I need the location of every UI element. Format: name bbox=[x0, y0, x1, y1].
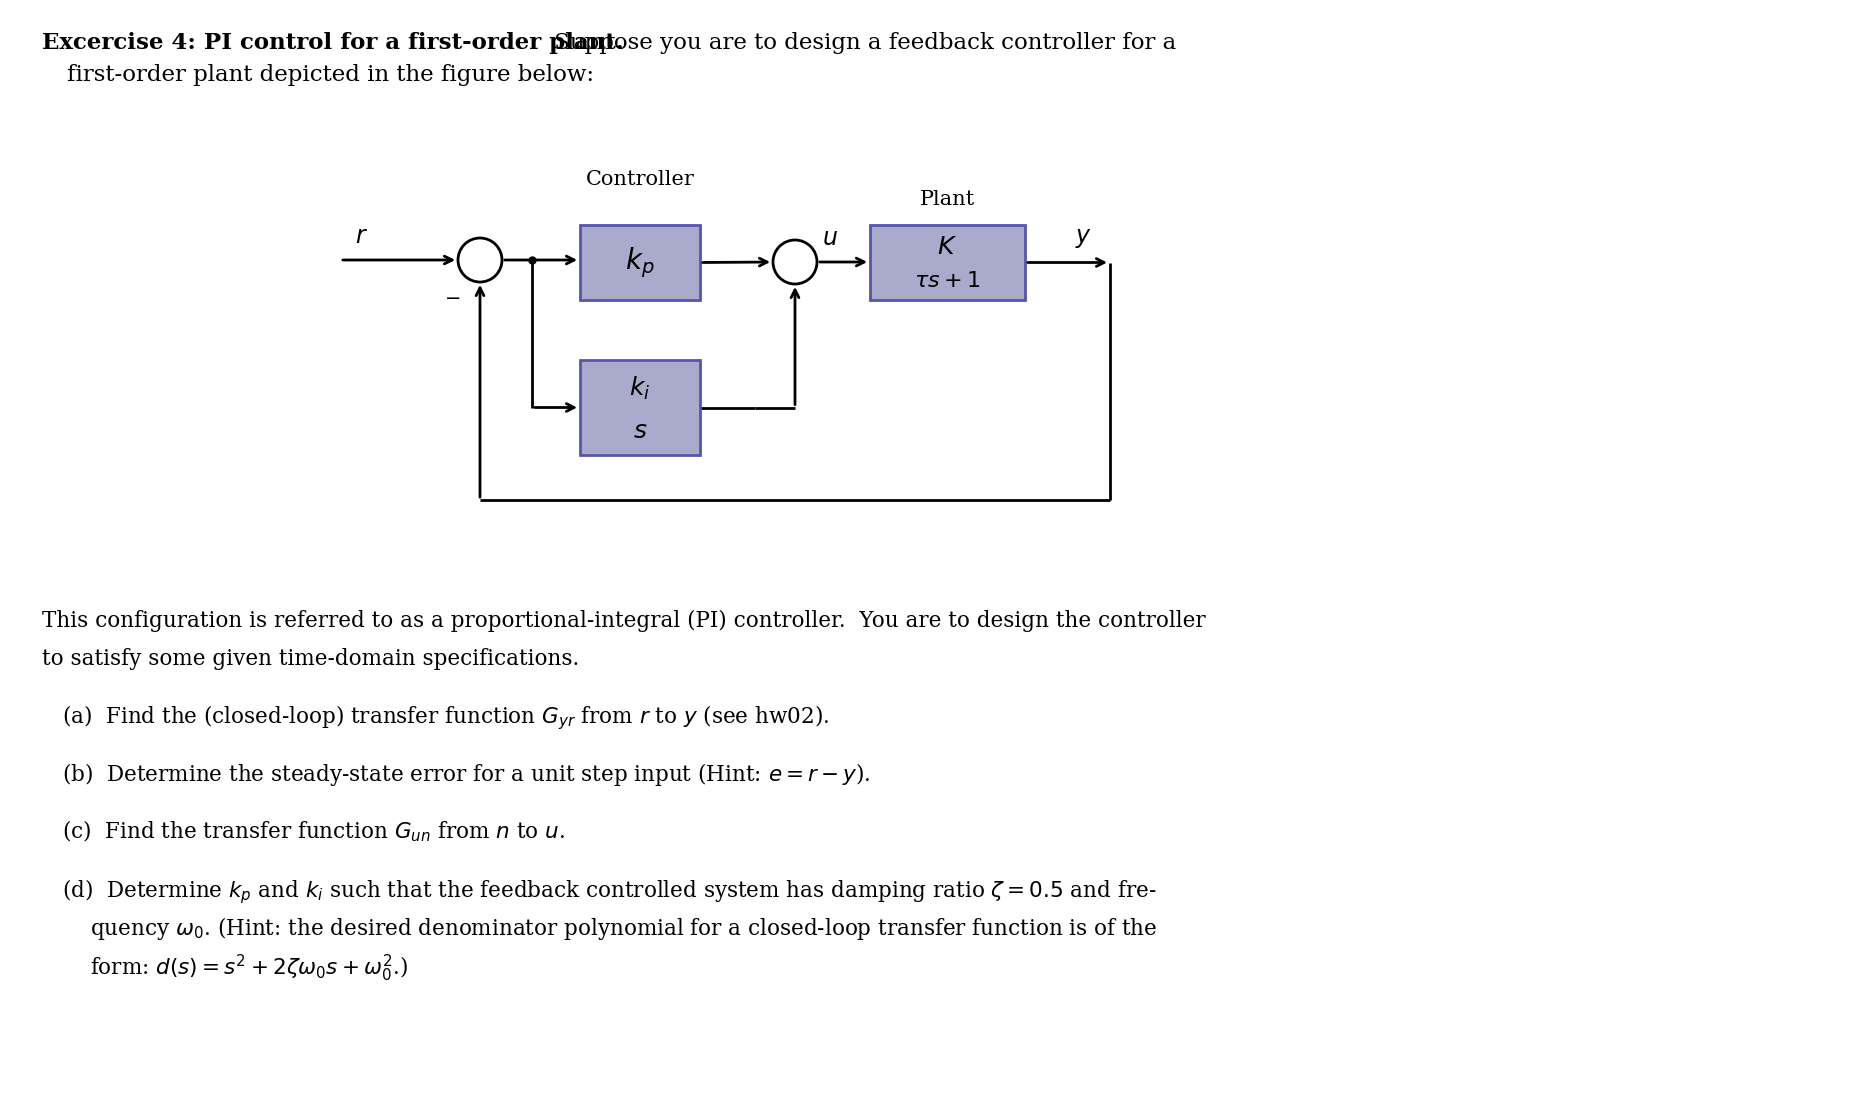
FancyBboxPatch shape bbox=[580, 225, 700, 300]
Text: quency $\omega_0$. (Hint: the desired denominator polynomial for a closed-loop t: quency $\omega_0$. (Hint: the desired de… bbox=[90, 915, 1157, 942]
Text: $k_p$: $k_p$ bbox=[625, 245, 655, 279]
Text: to satisfy some given time-domain specifications.: to satisfy some given time-domain specif… bbox=[41, 648, 578, 670]
Text: (c)  Find the transfer function $G_{un}$ from $n$ to $u$.: (c) Find the transfer function $G_{un}$ … bbox=[62, 819, 565, 845]
Text: (d)  Determine $k_p$ and $k_i$ such that the feedback controlled system has damp: (d) Determine $k_p$ and $k_i$ such that … bbox=[62, 877, 1157, 905]
Text: $u$: $u$ bbox=[822, 227, 839, 250]
Text: Suppose you are to design a feedback controller for a: Suppose you are to design a feedback con… bbox=[547, 32, 1176, 54]
Text: Excercise 4: PI control for a first-order plant.: Excercise 4: PI control for a first-orde… bbox=[41, 32, 623, 54]
FancyBboxPatch shape bbox=[870, 225, 1026, 300]
Text: form: $d(s) = s^2 + 2\zeta\omega_0 s + \omega_0^2$.): form: $d(s) = s^2 + 2\zeta\omega_0 s + \… bbox=[90, 953, 408, 984]
Text: Plant: Plant bbox=[919, 190, 975, 209]
Text: $-$: $-$ bbox=[444, 288, 461, 306]
Circle shape bbox=[459, 238, 502, 282]
Circle shape bbox=[773, 240, 816, 284]
Text: Controller: Controller bbox=[586, 170, 695, 189]
Text: $\tau s + 1$: $\tau s + 1$ bbox=[914, 270, 981, 293]
Text: This configuration is referred to as a proportional-integral (PI) controller.  Y: This configuration is referred to as a p… bbox=[41, 611, 1206, 633]
FancyBboxPatch shape bbox=[580, 360, 700, 455]
Text: $s$: $s$ bbox=[633, 420, 648, 443]
Text: $k_i$: $k_i$ bbox=[629, 375, 651, 402]
Text: $r$: $r$ bbox=[356, 225, 369, 248]
Text: $K$: $K$ bbox=[938, 236, 958, 259]
Text: (a)  Find the (closed-loop) transfer function $G_{yr}$ from $r$ to $y$ (see hw02: (a) Find the (closed-loop) transfer func… bbox=[62, 703, 829, 732]
Text: first-order plant depicted in the figure below:: first-order plant depicted in the figure… bbox=[67, 64, 593, 86]
Text: (b)  Determine the steady-state error for a unit step input (Hint: $e = r - y$).: (b) Determine the steady-state error for… bbox=[62, 761, 870, 788]
Text: $y$: $y$ bbox=[1075, 227, 1091, 251]
